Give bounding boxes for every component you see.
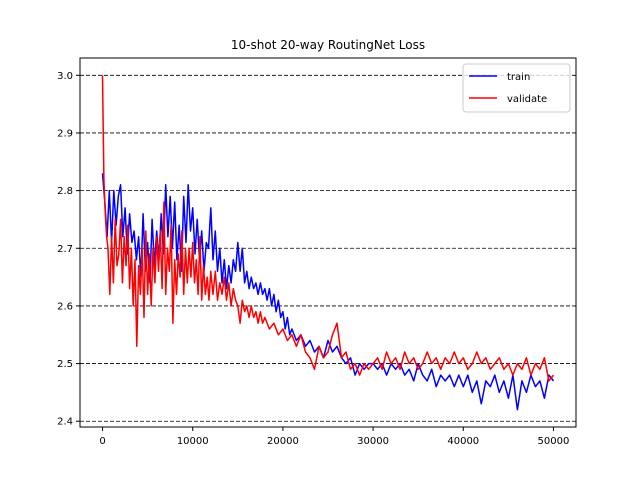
x-tick-label: 20000	[267, 436, 299, 447]
x-tick-label: 0	[99, 436, 105, 447]
y-axis-ticks: 2.4 2.5 2.6 2.7 2.8 2.9 3.0	[57, 71, 80, 428]
x-axis-ticks: 0 10000 20000 30000 40000 50000	[99, 427, 569, 447]
y-tick-label: 2.4	[57, 417, 73, 428]
y-tick-label: 3.0	[57, 71, 73, 82]
y-tick-label: 2.8	[57, 186, 73, 197]
series-lines	[101, 75, 555, 411]
x-tick-label: 30000	[357, 436, 389, 447]
y-tick-label: 2.6	[57, 301, 73, 312]
y-tick-label: 2.7	[57, 244, 73, 255]
plot-frame	[79, 57, 577, 428]
x-tick-label: 40000	[447, 436, 479, 447]
x-tick-label: 10000	[177, 436, 209, 447]
chart-title: 10-shot 20-way RoutingNet Loss	[231, 38, 425, 52]
legend-label-validate: validate	[507, 94, 547, 105]
y-tick-label: 2.9	[57, 128, 73, 139]
legend: train validate	[462, 63, 571, 113]
y-tick-label: 2.5	[57, 359, 73, 370]
grid-lines	[80, 74, 576, 422]
series-line-validate	[101, 75, 555, 382]
legend-label-train: train	[507, 72, 530, 83]
x-tick-label: 50000	[538, 436, 570, 447]
